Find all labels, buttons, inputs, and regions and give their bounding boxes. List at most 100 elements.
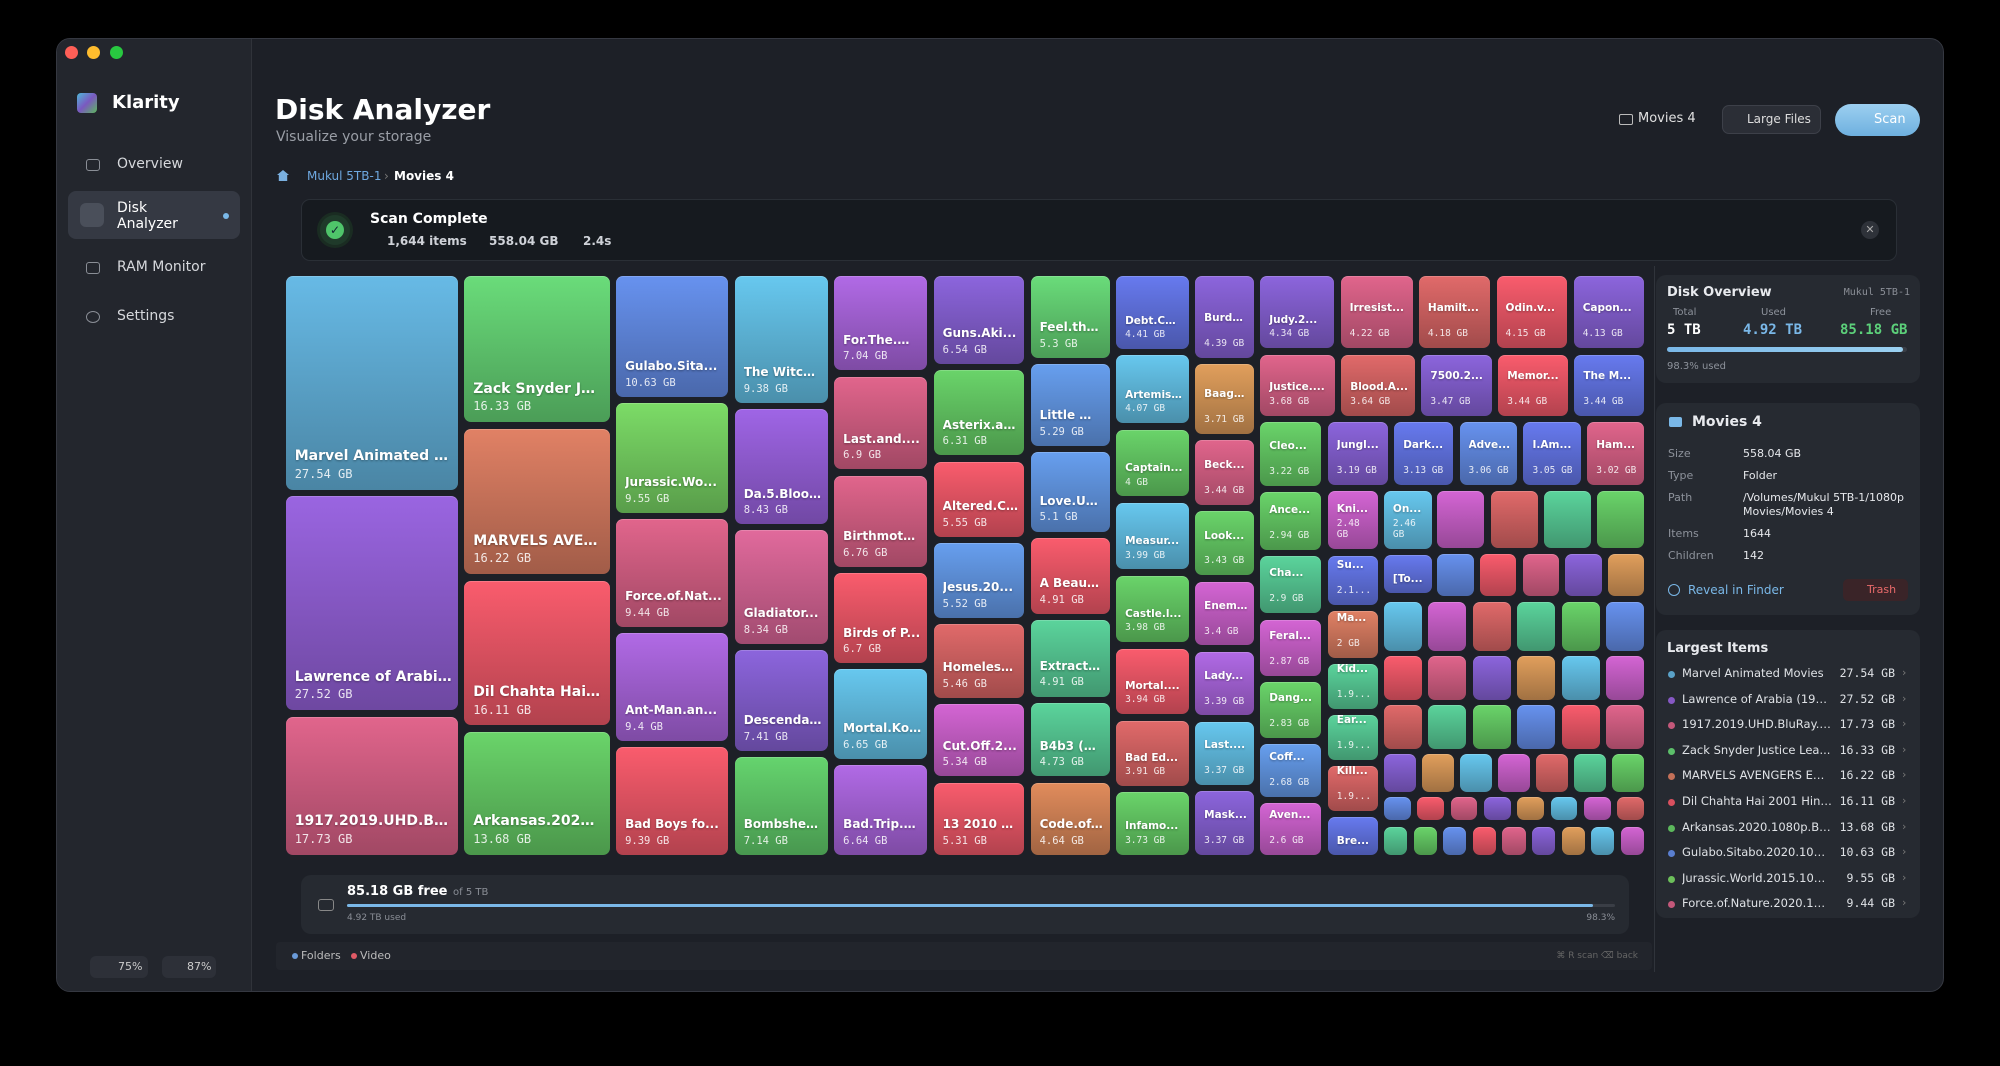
nav-item[interactable]: Disk Analyzer bbox=[117, 200, 178, 232]
banner-close[interactable]: ✕ bbox=[1861, 221, 1879, 239]
treemap-tile[interactable]: 3.4 GB Enem... bbox=[1195, 581, 1254, 646]
treemap-tile[interactable]: 3.44 GB Beck... bbox=[1195, 440, 1254, 505]
treemap-tile[interactable]: 4.18 GB Hamilt... bbox=[1418, 275, 1491, 349]
treemap-tile[interactable]: 3.22 GB Cleo... bbox=[1260, 422, 1322, 486]
treemap-tile[interactable]: 2.83 GB Dang... bbox=[1260, 682, 1322, 738]
treemap-tile[interactable]: 3.19 GB Jungl... bbox=[1327, 422, 1388, 485]
treemap-tile[interactable]: 9.4 GB Ant-Man.an... bbox=[616, 633, 729, 741]
nav-item[interactable]: Settings bbox=[117, 308, 175, 324]
treemap-tile[interactable]: 3.06 GB Adve... bbox=[1459, 422, 1518, 485]
treemap-tile[interactable] bbox=[1574, 753, 1607, 793]
treemap-tile[interactable]: 1.9... Kid... bbox=[1327, 664, 1378, 709]
treemap-tile[interactable]: 2.9 GB Cha... bbox=[1260, 556, 1322, 614]
treemap-tile[interactable]: 9.55 GB Jurassic.Wo... bbox=[616, 403, 729, 513]
treemap-tile[interactable] bbox=[1522, 553, 1559, 596]
treemap-tile[interactable] bbox=[1428, 655, 1467, 701]
large-files-button[interactable] bbox=[1722, 105, 1821, 134]
treemap-tile[interactable]: 6.9 GB Last.and.... bbox=[834, 376, 928, 470]
trash-button[interactable] bbox=[1843, 579, 1908, 601]
treemap-tile[interactable]: 2.94 GB Ance... bbox=[1260, 491, 1322, 550]
treemap-tile[interactable]: 6.7 GB Birds of P... bbox=[834, 573, 928, 664]
treemap-tile[interactable]: 6.65 GB Mortal.Ko... bbox=[834, 669, 928, 759]
treemap-tile[interactable] bbox=[1583, 797, 1611, 821]
treemap-tile[interactable] bbox=[1620, 826, 1645, 855]
treemap-tile[interactable]: 17.73 GB1917.2019.UHD.BluRa... bbox=[285, 716, 458, 855]
treemap-tile[interactable] bbox=[1413, 826, 1437, 855]
treemap-tile[interactable]: 3.98 GB Castle.l... bbox=[1116, 575, 1189, 643]
reveal-button[interactable]: Reveal in Finder bbox=[1688, 583, 1784, 597]
treemap-tile[interactable] bbox=[1480, 553, 1517, 596]
treemap-tile[interactable]: 3.99 GB Measur... bbox=[1116, 502, 1189, 570]
treemap-tile[interactable] bbox=[1606, 655, 1645, 701]
treemap-tile[interactable] bbox=[1383, 655, 1422, 701]
treemap-tile[interactable]: 6.76 GB Birthmoth... bbox=[834, 475, 928, 567]
treemap-tile[interactable]: 3.68 GB Justice.... bbox=[1260, 354, 1335, 416]
treemap-tile[interactable]: 4.15 GB Odin.v... bbox=[1496, 275, 1568, 349]
nav-item[interactable]: RAM Monitor bbox=[117, 259, 206, 275]
treemap-tile[interactable]: 2.87 GB Feral... bbox=[1260, 619, 1322, 676]
treemap-tile[interactable] bbox=[1550, 797, 1578, 821]
treemap-tile[interactable] bbox=[1472, 602, 1511, 651]
treemap-tile[interactable] bbox=[1383, 797, 1411, 821]
treemap-tile[interactable]: 10.63 GB Gulabo.Sita... bbox=[616, 275, 729, 398]
treemap-tile[interactable]: 4.91 GB A Beautif... bbox=[1030, 537, 1110, 615]
treemap-tile[interactable]: 3.71 GB Baaghi... bbox=[1195, 364, 1254, 434]
treemap-tile[interactable] bbox=[1607, 553, 1645, 596]
item-name[interactable]: Gulabo.Sitabo.2020.1080... bbox=[1682, 845, 1832, 860]
item-name[interactable]: Marvel Animated Movies bbox=[1682, 666, 1824, 680]
breadcrumb[interactable]: Mukul 5TB-1 bbox=[307, 169, 382, 183]
treemap-tile[interactable] bbox=[1561, 602, 1600, 651]
close-button[interactable] bbox=[65, 46, 78, 59]
treemap-tile[interactable]: 2.48 GB Kni... bbox=[1327, 491, 1378, 550]
treemap-tile[interactable]: 3.37 GB Mask... bbox=[1195, 791, 1254, 855]
item-name[interactable]: Zack Snyder Justice Lea... bbox=[1682, 742, 1831, 757]
treemap-tile[interactable] bbox=[1543, 491, 1591, 549]
treemap-tile[interactable]: 6.31 GB Asterix.an... bbox=[933, 370, 1025, 456]
treemap-tile[interactable]: 3.73 GB Infamo... bbox=[1116, 792, 1189, 855]
treemap-tile[interactable]: 16.22 GB MARVELS AVENG... bbox=[464, 428, 610, 575]
treemap-tile[interactable]: 2 GB Ma... bbox=[1327, 611, 1378, 658]
treemap-tile[interactable]: 3.64 GB Blood.A... bbox=[1341, 354, 1416, 416]
treemap-tile[interactable]: 3.47 GB 7500.2... bbox=[1421, 354, 1492, 416]
treemap-tile[interactable]: 4.91 GB Extractio... bbox=[1030, 620, 1110, 697]
treemap-tile[interactable]: 3.44 GB The M... bbox=[1574, 354, 1645, 416]
treemap-tile[interactable]: 3.44 GB Memor... bbox=[1498, 354, 1568, 416]
treemap-tile[interactable] bbox=[1517, 705, 1556, 749]
treemap-tile[interactable] bbox=[1428, 602, 1467, 651]
treemap-tile[interactable]: 5.46 GB Homeless... bbox=[933, 624, 1025, 698]
minimize-button[interactable] bbox=[87, 46, 100, 59]
treemap-tile[interactable]: 5.52 GB Jesus.20... bbox=[933, 543, 1025, 618]
treemap-tile[interactable] bbox=[1561, 705, 1600, 749]
treemap-tile[interactable]: 2.6 GB Aven... bbox=[1260, 803, 1322, 855]
treemap-tile[interactable]: 4.73 GB B4b3 (B... bbox=[1030, 702, 1110, 777]
treemap-tile[interactable]: 2.1... Su... bbox=[1327, 555, 1378, 605]
treemap-tile[interactable] bbox=[1460, 753, 1492, 793]
treemap-tile[interactable] bbox=[1428, 705, 1467, 749]
treemap-tile[interactable]: 6.64 GB Bad.Trip.2... bbox=[834, 765, 928, 855]
treemap-tile[interactable]: 4.22 GB Irresist... bbox=[1340, 275, 1413, 349]
treemap-tile[interactable] bbox=[1591, 826, 1615, 855]
treemap-tile[interactable] bbox=[1422, 753, 1454, 793]
treemap-tile[interactable]: 4.34 GB Judy.2... bbox=[1260, 275, 1335, 349]
treemap-tile[interactable] bbox=[1606, 705, 1645, 749]
treemap-tile[interactable] bbox=[1450, 797, 1478, 821]
treemap-tile[interactable] bbox=[1483, 797, 1511, 821]
nav-item[interactable]: Overview bbox=[117, 156, 183, 172]
item-name[interactable]: Jurassic.World.2015.1080p... bbox=[1682, 870, 1832, 885]
item-name[interactable]: Force.of.Nature.2020.1080... bbox=[1682, 896, 1832, 911]
treemap-tile[interactable]: 16.11 GB Dil Chahta Hai 20... bbox=[464, 580, 610, 726]
treemap-tile[interactable] bbox=[1383, 826, 1408, 855]
item-name[interactable]: Arkansas.2020.1080p.Blu... bbox=[1682, 819, 1832, 834]
treemap-tile[interactable] bbox=[1561, 826, 1585, 855]
treemap-tile[interactable]: 5.1 GB Love.Und... bbox=[1030, 452, 1110, 532]
treemap-tile[interactable] bbox=[1443, 826, 1467, 855]
item-name[interactable]: Lawrence of Arabia (196... bbox=[1682, 691, 1832, 706]
treemap-tile[interactable]: 8.34 GB Gladiator... bbox=[734, 530, 828, 644]
treemap-tile[interactable] bbox=[1502, 826, 1526, 855]
treemap-tile[interactable] bbox=[1517, 602, 1556, 651]
treemap-tile[interactable] bbox=[1565, 553, 1602, 596]
treemap-tile[interactable]: 3.91 GB Bad Ed... bbox=[1116, 720, 1189, 786]
treemap-tile[interactable]: Bre... bbox=[1327, 817, 1378, 855]
treemap-tile[interactable]: 9.39 GB Bad Boys fo... bbox=[616, 747, 729, 855]
